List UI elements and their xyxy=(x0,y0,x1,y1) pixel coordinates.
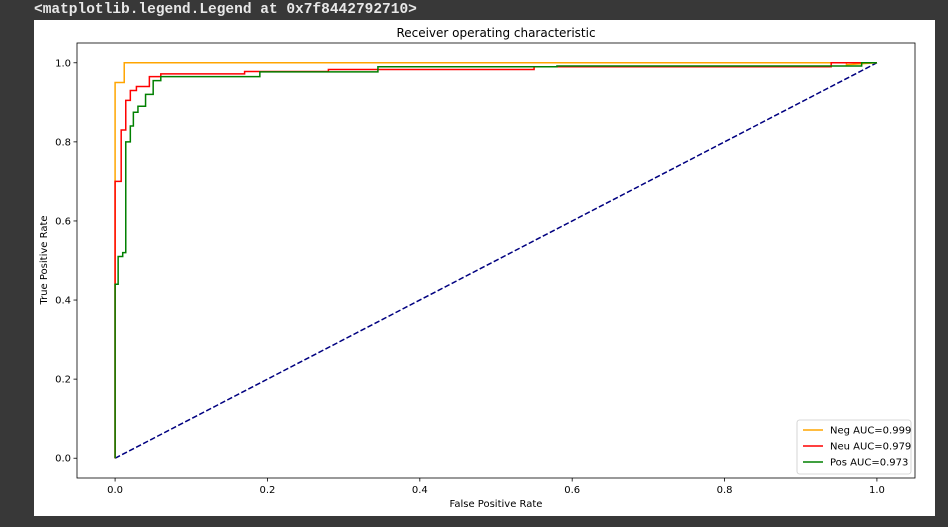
y-axis-ticks: 0.0 0.2 0.4 0.6 0.8 1.0 xyxy=(55,58,77,465)
y-tick-label: 0.0 xyxy=(55,454,71,465)
x-axis-label: False Positive Rate xyxy=(450,499,543,510)
x-tick-label: 0.8 xyxy=(717,485,733,496)
x-tick-label: 1.0 xyxy=(869,485,885,496)
y-tick-label: 0.4 xyxy=(55,296,71,307)
series-line-neg xyxy=(114,62,877,459)
x-tick-label: 0.2 xyxy=(260,485,276,496)
output-repr-text: <matplotlib.legend.Legend at 0x7f8442792… xyxy=(34,2,417,18)
y-tick-label: 0.6 xyxy=(55,216,71,227)
legend-label: Pos AUC=0.973 xyxy=(830,458,908,469)
y-tick-label: 1.0 xyxy=(55,58,71,69)
roc-chart-svg: Receiver operating characteristic 0.0 0.2… xyxy=(39,26,916,510)
series-line-neu xyxy=(114,62,877,459)
y-axis-label: True Positive Rate xyxy=(39,215,50,305)
x-tick-label: 0.6 xyxy=(564,485,580,496)
plot-frame xyxy=(76,42,916,479)
legend-label: Neg AUC=0.999 xyxy=(830,426,911,437)
y-tick-label: 0.8 xyxy=(55,137,71,148)
legend-frame xyxy=(796,419,912,475)
x-axis-ticks: 0.0 0.2 0.4 0.6 0.8 1.0 xyxy=(107,478,885,496)
x-tick-label: 0.0 xyxy=(107,485,123,496)
legend-label: Neu AUC=0.979 xyxy=(830,442,911,453)
series-line-pos xyxy=(114,62,877,459)
x-tick-label: 0.4 xyxy=(412,485,428,496)
plot-series xyxy=(114,62,878,459)
roc-figure: Receiver operating characteristic 0.0 0.2… xyxy=(34,20,935,516)
y-tick-label: 0.2 xyxy=(55,375,71,386)
legend: Neg AUC=0.999 Neu AUC=0.979 Pos AUC=0.973 xyxy=(796,419,912,475)
series-line-chance-diagonal xyxy=(114,62,878,459)
chart-title: Receiver operating characteristic xyxy=(396,26,595,40)
